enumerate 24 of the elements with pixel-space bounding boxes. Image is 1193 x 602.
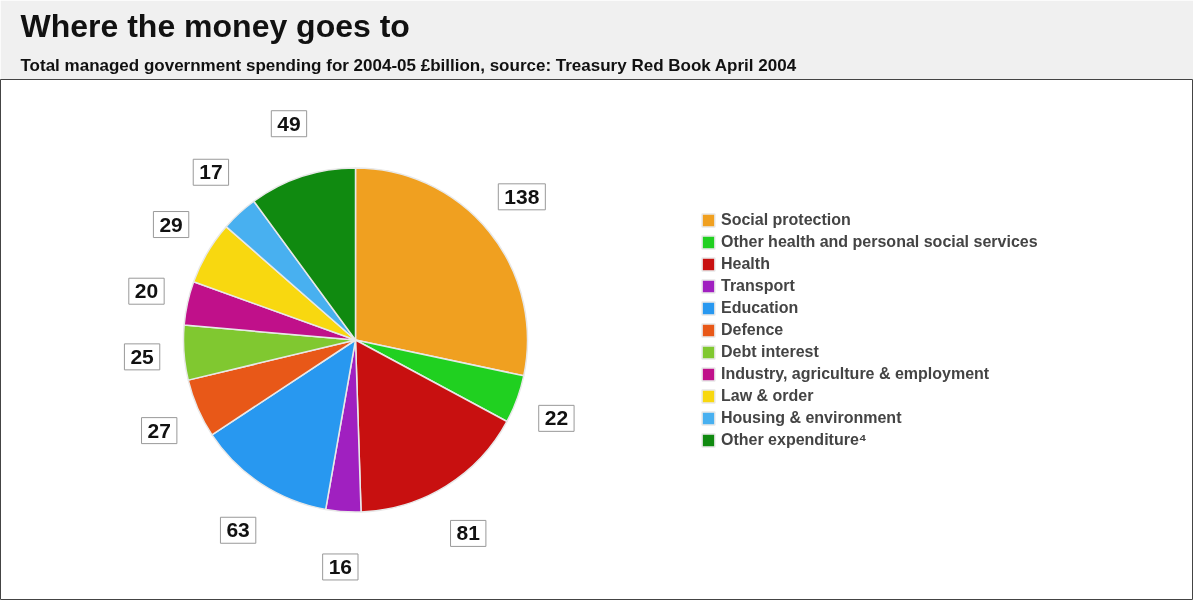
data-label: 81 (456, 521, 481, 545)
data-label: 49 (277, 111, 301, 135)
legend-label: Other health and personal social services (721, 232, 1038, 252)
legend-label: Health (721, 254, 770, 274)
data-label: 17 (199, 160, 223, 184)
data-label: 63 (226, 518, 250, 542)
legend-label: Housing & environment (721, 408, 902, 428)
legend-label: Defence (721, 320, 784, 340)
legend-label: Debt interest (721, 342, 819, 362)
legend-label: Industry, agriculture & employment (721, 364, 990, 384)
legend-label: Social protection (721, 210, 851, 230)
legend-label: Other expenditure⁴ (721, 430, 867, 450)
data-label: 138 (504, 184, 540, 208)
data-label: 27 (147, 418, 171, 442)
data-label: 22 (544, 406, 569, 430)
legend-label: Law & order (721, 386, 814, 406)
data-label: 25 (130, 344, 155, 368)
legend-label: Education (721, 298, 799, 318)
legend-label: Transport (721, 276, 795, 296)
data-label: 20 (134, 279, 159, 303)
data-label: 16 (328, 554, 353, 578)
data-label: 29 (159, 212, 183, 236)
chart-title: Where the money goes to (20, 7, 410, 44)
chart-subtitle: Total managed government spending for 2004-05 £billion, source: Treasury Red Book April 2004 (20, 55, 797, 75)
